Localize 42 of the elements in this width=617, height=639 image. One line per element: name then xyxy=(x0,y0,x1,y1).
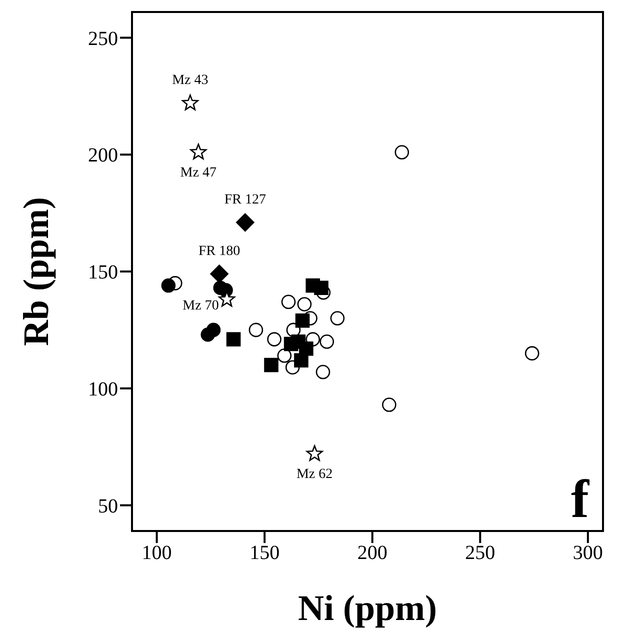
annotation: Mz 70 xyxy=(182,298,219,314)
point xyxy=(314,280,328,296)
x-tick-label: 150 xyxy=(250,542,280,564)
point xyxy=(182,94,198,110)
point xyxy=(206,322,221,338)
point xyxy=(267,332,282,346)
point xyxy=(330,311,345,326)
y-tick-label: 100 xyxy=(88,378,118,400)
point xyxy=(281,294,296,310)
point xyxy=(248,322,264,338)
point xyxy=(226,332,241,346)
point xyxy=(297,297,312,312)
annotation: f xyxy=(571,469,590,529)
annotation: Mz 43 xyxy=(172,73,208,88)
x-axis-title: Ni (ppm) xyxy=(298,588,438,628)
point xyxy=(294,353,308,368)
annotation: FR 180 xyxy=(198,244,240,259)
point xyxy=(295,313,310,328)
annotation: FR 127 xyxy=(224,192,266,208)
point xyxy=(236,213,254,232)
y-tick-label: 50 xyxy=(98,495,118,518)
x-tick-label: 250 xyxy=(465,542,496,564)
y-tick-label: 250 xyxy=(88,28,118,50)
point xyxy=(277,348,292,363)
y-tick-label: 150 xyxy=(88,262,118,284)
point xyxy=(524,346,540,360)
point xyxy=(320,334,334,349)
point xyxy=(161,278,176,293)
point xyxy=(382,398,396,412)
y-tick-label: 200 xyxy=(88,144,118,167)
point xyxy=(306,445,323,461)
point xyxy=(210,264,228,283)
point xyxy=(316,364,330,380)
annotation: Mz 47 xyxy=(180,165,216,180)
point xyxy=(264,358,278,372)
point xyxy=(190,144,207,160)
x-tick-label: 300 xyxy=(572,542,603,564)
x-tick-label: 100 xyxy=(142,542,172,564)
y-axis-title: Rb (ppm) xyxy=(16,196,56,346)
x-tick-label: 200 xyxy=(357,542,388,564)
point xyxy=(394,145,410,160)
annotation: Mz 62 xyxy=(296,466,333,482)
